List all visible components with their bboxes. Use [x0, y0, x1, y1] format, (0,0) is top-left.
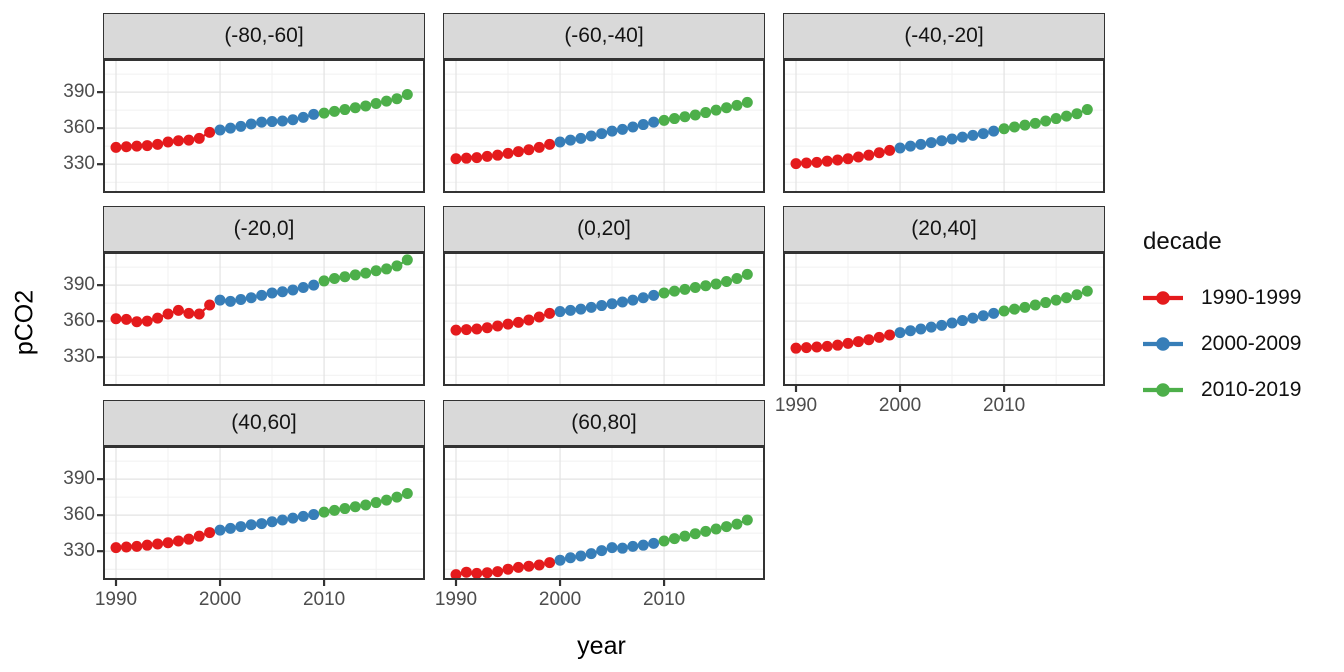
y-tick-label: 330 [63, 153, 95, 175]
data-points [450, 268, 753, 336]
legend-item: 2010-2019 [1143, 367, 1301, 413]
x-tick-label: 2010 [982, 395, 1026, 416]
facet-panel [443, 446, 765, 586]
facet-strip-label: (-40,-20] [904, 24, 984, 47]
x-axis-title: year [577, 632, 626, 660]
facet-panel [443, 59, 765, 193]
x-tick-label: 1990 [774, 395, 818, 416]
gridlines [443, 446, 765, 580]
facet-strip-label: (-60,-40] [564, 24, 644, 47]
facet-strip: (20,40] [783, 206, 1105, 252]
y-tick-label: 390 [63, 468, 95, 490]
facet-strip-label: (60,80] [571, 411, 637, 434]
legend-item-label: 2000-2009 [1201, 332, 1302, 355]
facet-strip: (-40,-20] [783, 13, 1105, 59]
x-tick-label: 2000 [198, 589, 242, 610]
data-points [110, 254, 413, 328]
gridlines [443, 59, 765, 193]
facet-strip: (-20,0] [103, 206, 425, 252]
legend-key-icon [1143, 337, 1183, 351]
facet-strip-label: (20,40] [911, 217, 977, 240]
legend-key-icon [1143, 383, 1183, 397]
facet-strip-label: (-20,0] [233, 217, 295, 240]
facet-strip: (0,20] [443, 206, 765, 252]
axis-ticks [97, 91, 104, 166]
facet-strip-label: (-80,-60] [224, 24, 304, 47]
facet-panel [97, 59, 425, 193]
data-points [450, 514, 753, 581]
x-tick-label: 1990 [434, 589, 478, 610]
axis-ticks [454, 579, 666, 586]
x-tick-label: 2000 [538, 589, 582, 610]
y-tick-label: 390 [63, 274, 95, 296]
facet-strip: (60,80] [443, 400, 765, 446]
facet-panel [443, 252, 765, 386]
legend: decade 1990-1999 2000-2009 2010-2019 [1143, 228, 1301, 413]
facet-panel [97, 446, 425, 586]
facet-strip-label: (0,20] [577, 217, 631, 240]
legend-key-icon [1143, 291, 1183, 305]
gridlines [103, 252, 425, 386]
facet-strip: (-80,-60] [103, 13, 425, 59]
legend-item: 1990-1999 [1143, 275, 1301, 321]
y-tick-label: 360 [63, 117, 95, 139]
axis-ticks [97, 478, 326, 586]
data-points [110, 488, 413, 554]
facet-strip: (-60,-40] [443, 13, 765, 59]
data-points [790, 285, 1093, 354]
data-points [110, 89, 413, 153]
axis-ticks [794, 385, 1006, 392]
facet-panel [97, 252, 425, 386]
facet-strip-label: (40,60] [231, 411, 297, 434]
x-tick-label: 2010 [642, 589, 686, 610]
legend-title: decade [1143, 228, 1222, 255]
facet-strip: (40,60] [103, 400, 425, 446]
x-tick-label: 2000 [878, 395, 922, 416]
gridlines [103, 446, 425, 580]
legend-item-label: 1990-1999 [1201, 286, 1302, 309]
data-points [450, 96, 753, 165]
gridlines [443, 252, 765, 386]
y-tick-label: 330 [63, 346, 95, 368]
y-tick-label: 360 [63, 504, 95, 526]
y-tick-label: 390 [63, 81, 95, 103]
facet-panel [783, 59, 1105, 193]
y-tick-label: 330 [63, 540, 95, 562]
legend-item-label: 2010-2019 [1201, 378, 1302, 401]
gridlines [783, 252, 1105, 386]
legend-item: 2000-2009 [1143, 321, 1301, 367]
x-tick-label: 2010 [302, 589, 346, 610]
axis-ticks [97, 284, 104, 359]
y-tick-label: 360 [63, 310, 95, 332]
data-points [790, 104, 1093, 170]
x-tick-label: 1990 [94, 589, 138, 610]
facet-panel [783, 252, 1105, 392]
